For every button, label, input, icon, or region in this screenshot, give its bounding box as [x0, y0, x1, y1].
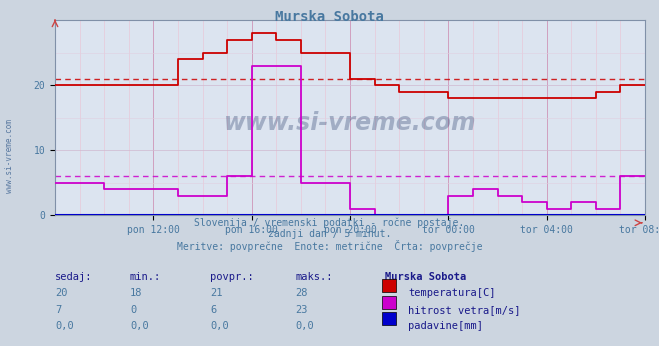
Text: 23: 23 [295, 305, 308, 315]
Text: 0: 0 [130, 305, 136, 315]
Text: www.si-vreme.com: www.si-vreme.com [5, 119, 14, 193]
Text: padavine[mm]: padavine[mm] [408, 321, 483, 331]
Text: 0,0: 0,0 [130, 321, 149, 331]
Text: 6: 6 [210, 305, 216, 315]
Text: hitrost vetra[m/s]: hitrost vetra[m/s] [408, 305, 521, 315]
Text: 21: 21 [210, 288, 223, 298]
Text: Murska Sobota: Murska Sobota [275, 10, 384, 24]
Text: temperatura[C]: temperatura[C] [408, 288, 496, 298]
Text: 7: 7 [55, 305, 61, 315]
Text: Meritve: povprečne  Enote: metrične  Črta: povprečje: Meritve: povprečne Enote: metrične Črta:… [177, 240, 482, 252]
Text: 20: 20 [55, 288, 67, 298]
Text: 28: 28 [295, 288, 308, 298]
Text: www.si-vreme.com: www.si-vreme.com [223, 111, 476, 135]
Text: sedaj:: sedaj: [55, 272, 92, 282]
Text: 0,0: 0,0 [55, 321, 74, 331]
Text: povpr.:: povpr.: [210, 272, 254, 282]
Text: min.:: min.: [130, 272, 161, 282]
Text: Murska Sobota: Murska Sobota [385, 272, 467, 282]
Text: 18: 18 [130, 288, 142, 298]
Text: maks.:: maks.: [295, 272, 333, 282]
Text: Slovenija / vremenski podatki - ročne postaje.: Slovenija / vremenski podatki - ročne po… [194, 218, 465, 228]
Text: zadnji dan / 5 minut.: zadnji dan / 5 minut. [268, 229, 391, 239]
Text: 0,0: 0,0 [210, 321, 229, 331]
Text: 0,0: 0,0 [295, 321, 314, 331]
